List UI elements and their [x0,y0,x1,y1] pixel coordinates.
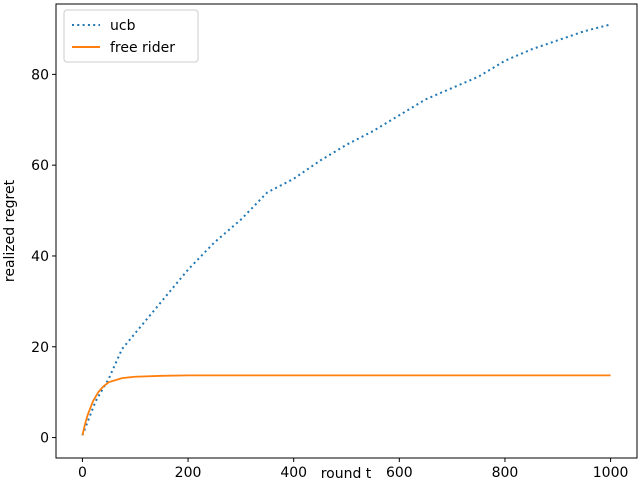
legend-box [63,9,199,63]
legend-label: ucb [110,18,136,34]
x-tick-label: 200 [175,465,202,481]
x-tick-label: 800 [492,465,519,481]
x-tick-label: 400 [280,465,307,481]
y-axis-label: realized regret [2,179,18,282]
x-tick-label: 1000 [593,465,629,481]
series-line [81,23,611,436]
x-tick-label: 0 [78,465,87,481]
y-tick-label: 80 [31,67,49,83]
series-line [81,374,611,436]
y-tick-label: 60 [31,158,49,174]
legend-label: free rider [110,40,175,56]
x-tick-label: 600 [386,465,413,481]
y-tick-label: 0 [40,431,49,447]
x-axis-label: round t [321,466,372,482]
y-tick-label: 40 [31,249,49,265]
y-tick-label: 20 [31,340,49,356]
plot-frame [55,3,638,459]
